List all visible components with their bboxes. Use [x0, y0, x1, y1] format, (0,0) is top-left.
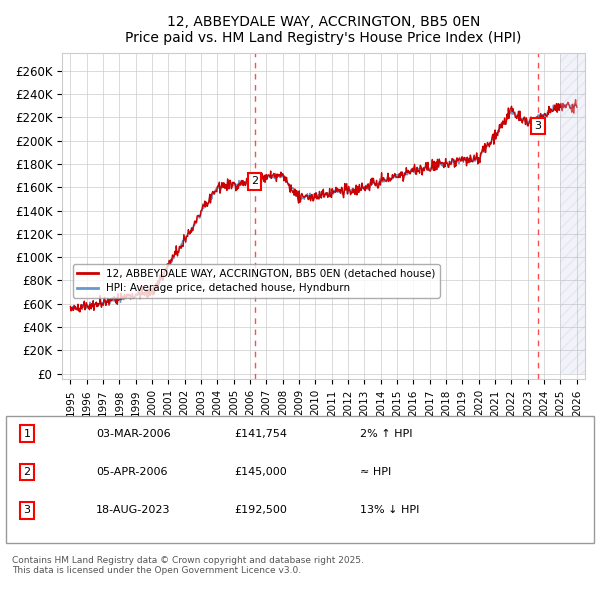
Text: £145,000: £145,000 — [234, 467, 287, 477]
Text: 2% ↑ HPI: 2% ↑ HPI — [360, 429, 413, 438]
Text: 2: 2 — [251, 176, 258, 186]
Text: 1: 1 — [23, 429, 31, 438]
Text: 05-APR-2006: 05-APR-2006 — [96, 467, 167, 477]
Text: 03-MAR-2006: 03-MAR-2006 — [96, 429, 170, 438]
Text: ≈ HPI: ≈ HPI — [360, 467, 391, 477]
Text: £141,754: £141,754 — [234, 429, 287, 438]
Text: 3: 3 — [535, 121, 542, 131]
Title: 12, ABBEYDALE WAY, ACCRINGTON, BB5 0EN
Price paid vs. HM Land Registry's House P: 12, ABBEYDALE WAY, ACCRINGTON, BB5 0EN P… — [125, 15, 522, 45]
Text: Contains HM Land Registry data © Crown copyright and database right 2025.
This d: Contains HM Land Registry data © Crown c… — [12, 556, 364, 575]
Text: 3: 3 — [23, 506, 31, 515]
Text: 2: 2 — [23, 467, 31, 477]
Text: £192,500: £192,500 — [234, 506, 287, 515]
Legend: 12, ABBEYDALE WAY, ACCRINGTON, BB5 0EN (detached house), HPI: Average price, det: 12, ABBEYDALE WAY, ACCRINGTON, BB5 0EN (… — [73, 264, 440, 297]
Text: 18-AUG-2023: 18-AUG-2023 — [96, 506, 170, 515]
Text: 13% ↓ HPI: 13% ↓ HPI — [360, 506, 419, 515]
